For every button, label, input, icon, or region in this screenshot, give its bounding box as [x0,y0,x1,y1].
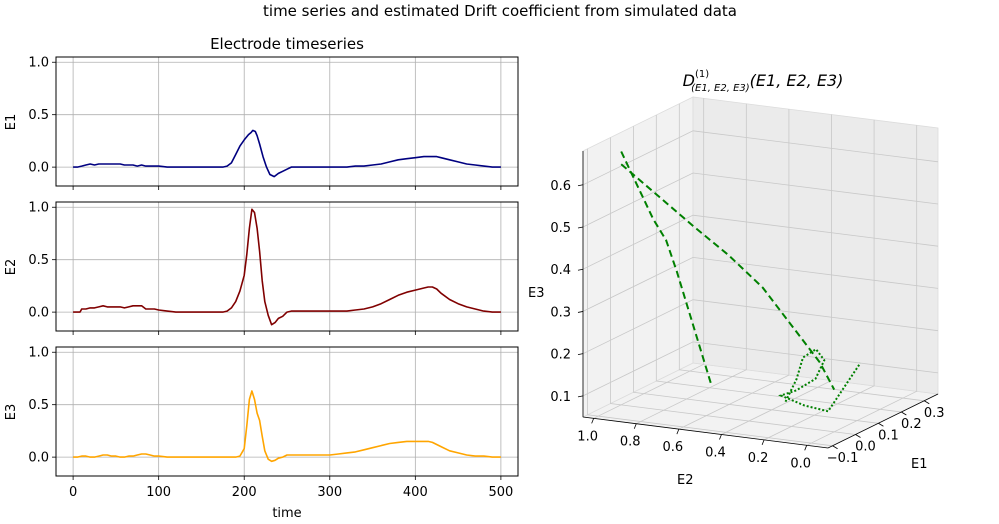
e1-ytick-label: 0.0 [28,161,49,176]
drift-ytick-mark [634,424,636,429]
e2-yticks: 0.0 0.5 1.0 [28,201,56,321]
e3-line [73,391,501,461]
drift-ytick-mark [677,429,679,434]
drift-ztick-mark [578,354,583,355]
e3-ylabel: E3 [4,404,19,421]
drift-ylabel: E2 [677,473,694,488]
drift-xtick-mark [924,401,929,404]
timeseries-title: Electrode timeseries [210,35,364,53]
e1-series [73,130,501,176]
chart-e3: 0.0 0.5 1.0 0 100 200 300 400 500 E3 time [4,346,518,521]
e2-xticks [73,331,501,335]
drift-xtick-label: −0.1 [827,451,859,466]
drift-ytick-label: 0.8 [620,435,641,450]
drift-ztick-label: 0.3 [550,305,571,320]
e3-ytick-label: 0.5 [28,398,49,413]
drift-ytick-label: 0.4 [705,446,726,461]
drift-ztick-mark [578,396,583,397]
e1-line [73,130,501,176]
drift-title: D(1) (E1, E2, E3)(E1, E2, E3) [683,69,844,94]
drift-ztick-label: 0.4 [550,263,571,278]
e3-xtick-label: 200 [232,485,257,500]
e2-line [73,209,501,324]
drift-title-args: (E1, E2, E3) [750,71,844,90]
drift-ytick-label: 0.6 [663,440,684,455]
e3-ytick-label: 1.0 [28,346,49,361]
drift-xtick-mark [833,446,838,449]
drift-ztick-label: 0.6 [550,179,571,194]
drift-ztick-label: 0.5 [550,221,571,236]
e3-xticks: 0 100 200 300 400 500 [69,476,513,500]
e2-ylabel: E2 [4,259,19,276]
drift-ytick-label: 1.0 [577,429,598,444]
e3-xtick-label: 500 [488,485,513,500]
e2-ytick-label: 0.5 [28,253,49,268]
drift-xtick-mark [878,423,883,426]
drift-title-sub: (E1, E2, E3) [691,83,750,94]
drift-xtick-label: 0.2 [901,417,922,432]
e1-ytick-label: 1.0 [28,56,49,71]
e2-series [73,209,501,324]
e3-yticks: 0.0 0.5 1.0 [28,346,56,466]
drift-xtick-label: 0.3 [924,406,945,421]
drift-ztick-mark [578,311,583,312]
drift-ytick-label: 0.2 [748,451,769,466]
figure-suptitle: time series and estimated Drift coeffici… [263,2,737,20]
e3-xtick-label: 400 [403,485,428,500]
e1-ytick-label: 0.5 [28,108,49,123]
e1-grid [56,57,518,186]
e3-xtick-label: 0 [69,485,77,500]
drift-ytick-mark [762,440,764,445]
drift-side-pane [693,97,938,394]
chart-e2: 0.0 0.5 1.0 E2 [4,201,518,335]
e2-ytick-label: 0.0 [28,306,49,321]
e1-yticks: 0.0 0.5 1.0 [28,56,56,176]
drift-xtick-label: 0.1 [878,428,899,443]
drift-xtick-mark [856,435,861,438]
e1-xticks [73,186,501,190]
drift-ztick-label: 0.2 [550,348,571,363]
drift-xtick-mark [901,412,906,415]
e3-series [73,391,501,461]
e3-xtick-label: 100 [146,485,171,500]
drift-title-sup: (1) [695,69,709,80]
drift-ztick-label: 0.1 [550,390,571,405]
drift-ytick-mark [805,445,807,450]
chart-e1: Electrode timeseries 0.0 0.5 1.0 E1 [4,35,518,190]
e3-xlabel: time [272,506,301,521]
drift-xtick-label: 0.0 [855,440,876,455]
e3-xtick-label: 300 [317,485,342,500]
e3-ytick-label: 0.0 [28,451,49,466]
drift-ztick-mark [578,269,583,270]
drift-ytick-mark [719,435,721,440]
drift-ytick-label: 0.0 [790,456,811,471]
e2-ytick-label: 1.0 [28,201,49,216]
e1-axes-frame [56,57,518,186]
chart-drift-3d: D(1) (E1, E2, E3)(E1, E2, E3) −0.10.00.10… [528,69,945,488]
drift-ytick-mark [592,418,594,423]
drift-zlabel: E3 [528,286,545,301]
e1-ylabel: E1 [4,114,19,131]
drift-panes [583,97,938,448]
drift-ztick-mark [578,227,583,228]
drift-ztick-mark [578,185,583,186]
drift-xlabel: E1 [911,457,928,472]
